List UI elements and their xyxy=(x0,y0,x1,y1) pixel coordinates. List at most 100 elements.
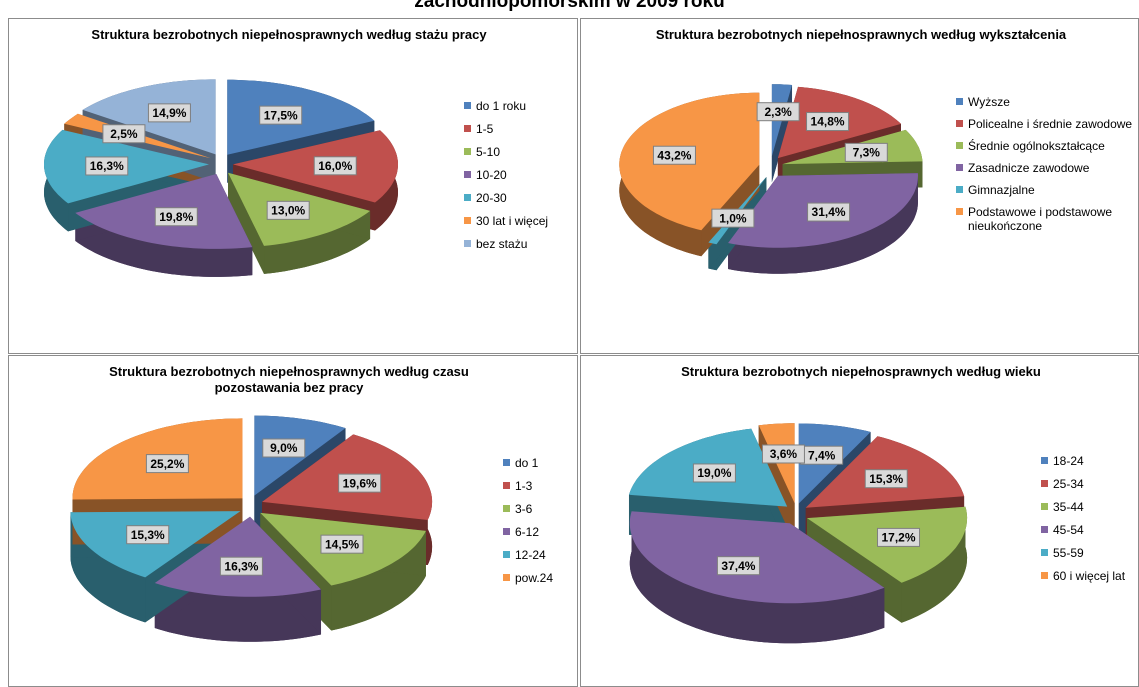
legend-swatch xyxy=(503,551,510,558)
label-box xyxy=(145,454,189,474)
label-box xyxy=(716,556,760,576)
chart-title: Struktura bezrobotnych niepełnosprawnych… xyxy=(655,27,1067,42)
chart-panel: 2,3% 14,8% 7,3% 31,4% 1,0% 43,2% Struktura bez… xyxy=(580,18,1139,354)
legend-swatch xyxy=(956,142,963,149)
page-title: zachodniopomorskim w 2009 roku xyxy=(414,0,725,12)
legend-label: 12-24 xyxy=(515,548,546,562)
legend-label: Średnie ogólnokształcące xyxy=(968,139,1105,153)
label-box xyxy=(806,112,850,132)
data-label: 14,9% xyxy=(152,106,186,120)
legend-label: 35-44 xyxy=(1053,500,1084,514)
data-label: 19,0% xyxy=(697,466,731,480)
legend-item: 55-59 xyxy=(1041,546,1136,560)
label-box xyxy=(877,527,921,547)
data-label: 2,5% xyxy=(110,127,138,141)
data-label: 37,4% xyxy=(721,559,755,573)
data-label: 15,3% xyxy=(869,472,903,486)
label-box xyxy=(761,444,805,464)
legend-swatch xyxy=(464,148,471,155)
legend-item: 35-44 xyxy=(1041,500,1136,514)
chart-title: Struktura bezrobotnych niepełnosprawnych… xyxy=(109,364,469,395)
legend-swatch xyxy=(464,217,471,224)
legend-item: pow.24 xyxy=(503,571,575,585)
slice-edge xyxy=(228,172,265,274)
legend-swatch xyxy=(956,164,963,171)
legend-label: bez stażu xyxy=(476,237,528,251)
legend-item: 18-24 xyxy=(1041,454,1136,468)
legend-label: do 1 xyxy=(515,456,539,470)
legend: do 1 roku 1-5 5-10 10-20 20-30 30 lat i więce… xyxy=(464,99,575,260)
data-label: 15,3% xyxy=(131,528,165,542)
data-label: 1,0% xyxy=(719,211,747,225)
label-box xyxy=(320,534,364,554)
legend-swatch xyxy=(1041,549,1048,556)
data-label: 17,2% xyxy=(882,531,916,545)
label-box xyxy=(259,105,303,125)
legend-label: 45-54 xyxy=(1053,523,1084,537)
label-box xyxy=(338,473,382,493)
legend-label: 18-24 xyxy=(1053,454,1084,468)
legend-swatch xyxy=(503,528,510,535)
legend-swatch xyxy=(956,208,963,215)
legend-swatch xyxy=(464,194,471,201)
legend-swatch xyxy=(464,125,471,132)
data-label: 16,0% xyxy=(318,159,352,173)
legend-label: do 1 roku xyxy=(476,99,527,113)
data-label: 19,6% xyxy=(343,476,377,490)
data-label: 31,4% xyxy=(812,205,846,219)
label-box xyxy=(864,469,908,489)
legend: 18-24 25-34 35-44 45-54 55-59 60 i więcej lat xyxy=(1041,454,1136,592)
legend-swatch xyxy=(1041,572,1048,579)
slice-wall xyxy=(901,506,968,623)
legend-label: 5-10 xyxy=(476,145,501,159)
legend-label: pow.24 xyxy=(515,571,554,585)
data-label: 3,6% xyxy=(770,447,798,461)
legend-item: Średnie ogólnokształcące xyxy=(956,139,1136,153)
chart-title: Struktura bezrobotnych niepełnosprawnych… xyxy=(681,364,1041,379)
legend-swatch xyxy=(956,120,963,127)
legend-swatch xyxy=(956,98,963,105)
data-label: 14,8% xyxy=(811,115,845,129)
legend-label: 25-34 xyxy=(1053,477,1084,491)
legend-item: Wyższe xyxy=(956,95,1136,109)
legend-item: do 1 xyxy=(503,456,575,470)
label-box xyxy=(85,156,129,176)
data-label: 43,2% xyxy=(657,148,691,162)
legend-item: Podstawowe i podstawowe nieukończone xyxy=(956,205,1136,233)
legend-label: 1-5 xyxy=(476,122,494,136)
pie-chart: 7,4% 15,3% 17,2% 37,4% 19,0% 3,6% xyxy=(628,423,968,644)
legend-item: do 1 roku xyxy=(464,99,575,113)
chart-panel: 7,4% 15,3% 17,2% 37,4% 19,0% 3,6% Struktura be… xyxy=(580,355,1139,687)
legend-item: Policealne i średnie zawodowe xyxy=(956,117,1136,131)
legend-label: 3-6 xyxy=(515,502,533,516)
chart-panel: 17,5% 16,0% 13,0% 19,8% 16,3% 2,5% 14,9% Strukt… xyxy=(8,18,578,354)
pie-chart: 9,0% 19,6% 14,5% 16,3% 15,3% 25,2% xyxy=(70,415,433,642)
slice-wall xyxy=(70,512,146,623)
label-box xyxy=(147,103,191,123)
legend-item: 3-6 xyxy=(503,502,575,516)
legend-item: Gimnazjalne xyxy=(956,183,1136,197)
label-box xyxy=(102,124,146,144)
legend-swatch xyxy=(464,102,471,109)
data-label: 7,4% xyxy=(808,448,836,462)
legend-label: 6-12 xyxy=(515,525,540,539)
data-label: 14,5% xyxy=(325,537,359,551)
legend-swatch xyxy=(1041,457,1048,464)
legend-item: 60 i więcej lat xyxy=(1041,569,1136,583)
data-label: 16,3% xyxy=(90,159,124,173)
legend-swatch xyxy=(503,574,510,581)
label-box xyxy=(262,438,306,458)
label-box xyxy=(652,145,696,165)
legend-item: 30 lat i więcej xyxy=(464,214,575,228)
data-label: 9,0% xyxy=(270,441,298,455)
legend-item: 12-24 xyxy=(503,548,575,562)
legend-label: 10-20 xyxy=(476,168,507,182)
data-label: 17,5% xyxy=(264,108,298,122)
slice-wall xyxy=(331,530,426,631)
label-box xyxy=(266,200,310,220)
pie-chart: 2,3% 14,8% 7,3% 31,4% 1,0% 43,2% xyxy=(619,84,923,274)
legend-item: 1-5 xyxy=(464,122,575,136)
pie-slice xyxy=(70,511,241,578)
legend-item: 10-20 xyxy=(464,168,575,182)
